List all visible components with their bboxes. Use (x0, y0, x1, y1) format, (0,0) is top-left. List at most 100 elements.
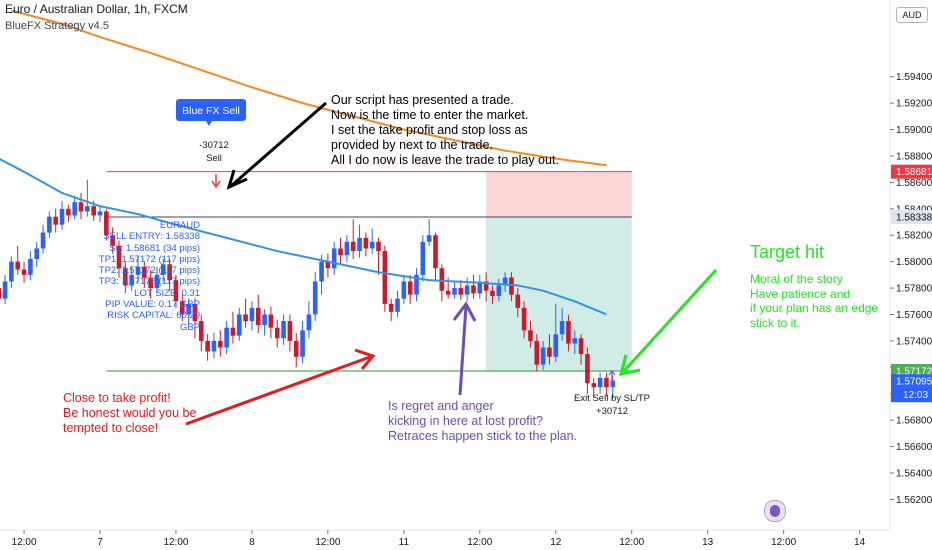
candle-body (281, 321, 286, 339)
candle (350, 219, 356, 259)
price-tick-label: 1.57800 (896, 284, 932, 295)
candle (312, 272, 318, 322)
candle (0, 288, 2, 299)
candle (604, 372, 609, 397)
candle (407, 274, 413, 304)
candle-body (293, 340, 299, 357)
trade-note-line: Now is the time to enter the market. (331, 108, 529, 122)
candle-body (477, 281, 483, 294)
candle-body (572, 338, 578, 344)
candle-body (369, 241, 375, 249)
candle (515, 288, 521, 318)
candle-body (344, 241, 350, 256)
candle-body (502, 277, 508, 286)
bar-countdown: 12:03 (903, 390, 928, 401)
candle-body (2, 281, 8, 299)
candle-body (40, 232, 46, 249)
close-note-line: tempted to close! (63, 421, 159, 435)
candle-body (205, 340, 210, 352)
regret-note-line: kicking in here at lost profit? (388, 414, 543, 428)
candle-body (268, 314, 274, 328)
candle-body (483, 281, 489, 291)
candle-body (123, 268, 128, 286)
candle (357, 224, 362, 258)
price-tick-label: 1.56600 (896, 442, 932, 453)
price-tick-label: 1.56200 (896, 495, 932, 506)
candle-body (401, 281, 407, 299)
time-tick-label: 7 (97, 537, 103, 548)
candle (274, 319, 280, 348)
candle-body (578, 338, 584, 355)
candle (426, 219, 432, 246)
candle-body (274, 327, 280, 339)
take-profit-price: 1.57172 (896, 367, 932, 378)
candle (72, 195, 77, 220)
candle-body (104, 211, 109, 236)
candle-body (585, 354, 590, 384)
sell-signal-bubble[interactable]: Blue FX Sell (176, 99, 246, 126)
last-price-tag: 1.57095 12:03 (891, 374, 932, 403)
sell-signal-value: -30712 (199, 140, 229, 151)
info-sell-entry: SELL ENTRY: 1.58338 (103, 231, 200, 243)
candle-body (426, 235, 432, 242)
time-tick-label: 12:00 (619, 537, 644, 548)
indicator-name[interactable]: BlueFX Strategy v4.5 (5, 20, 109, 32)
candles (0, 179, 616, 400)
candle-body (186, 303, 191, 315)
candle-body (382, 251, 388, 304)
price-tick-label: 1.59000 (896, 125, 932, 136)
candle-body (376, 241, 381, 252)
candle (388, 298, 394, 322)
info-risk-capital: RISK CAPITAL: 60.29 GBP (107, 310, 200, 333)
stop-loss-price-tag: 1.58681 (891, 164, 932, 179)
candle (129, 266, 134, 291)
entry-price: 1.58338 (896, 212, 932, 223)
time-axis[interactable]: 12:00 7 12:00 8 12:00 11 12:00 12 12:00 13 12:00 14 (12, 530, 866, 548)
candle (401, 274, 407, 304)
trade-note-line: I set the take profit and stop loss as (331, 123, 528, 137)
moral-note: Moral of the story Have patience and if … (750, 272, 878, 330)
candle (249, 301, 255, 331)
notification-icon[interactable] (764, 500, 786, 522)
candle-body (116, 245, 122, 269)
candle (395, 290, 400, 318)
price-tick-label: 1.59200 (896, 99, 932, 110)
candle (123, 261, 128, 294)
candle-body (325, 261, 331, 269)
regret-note-line: Retraces happen stick to the plan. (388, 429, 578, 443)
trade-info-box: EURAUD SELL ENTRY: 1.58338 SL: 1.58681 (… (95, 220, 200, 333)
price-tick-label: 1.57600 (896, 310, 932, 321)
last-price: 1.57095 (896, 377, 932, 388)
time-tick-label: 12 (550, 537, 562, 548)
candle-body (338, 248, 343, 256)
candle (116, 240, 122, 278)
exit-value: +30712 (596, 406, 628, 417)
price-axis[interactable]: 1.59400 1.59200 1.59000 1.58800 1.58600 1.584… (890, 72, 932, 506)
slow-ma-line (11, 9, 607, 167)
candle-body (445, 290, 451, 295)
candle-body (610, 380, 616, 388)
candle (142, 261, 147, 289)
candle (559, 307, 565, 341)
candle-body (135, 266, 141, 275)
candle (490, 285, 495, 304)
candle (78, 192, 84, 220)
info-symbol: EURAUD (159, 220, 200, 231)
candle (243, 298, 248, 328)
exit-marker (608, 370, 616, 386)
candle (477, 274, 483, 299)
currency-button[interactable]: AUD (896, 7, 928, 23)
candle (85, 179, 90, 217)
candle-body (148, 277, 153, 289)
entry-price-tag: 1.58338 (891, 209, 932, 224)
symbol-title[interactable]: Euro / Australian Dollar, 1h, FXCM (5, 2, 188, 16)
candle-body (287, 321, 293, 341)
candle (161, 259, 166, 282)
candle (287, 314, 293, 352)
candle-body (458, 288, 464, 295)
candle-body (66, 208, 71, 216)
candle (547, 334, 552, 365)
annotation-arrows (185, 101, 718, 426)
candle (338, 237, 343, 265)
